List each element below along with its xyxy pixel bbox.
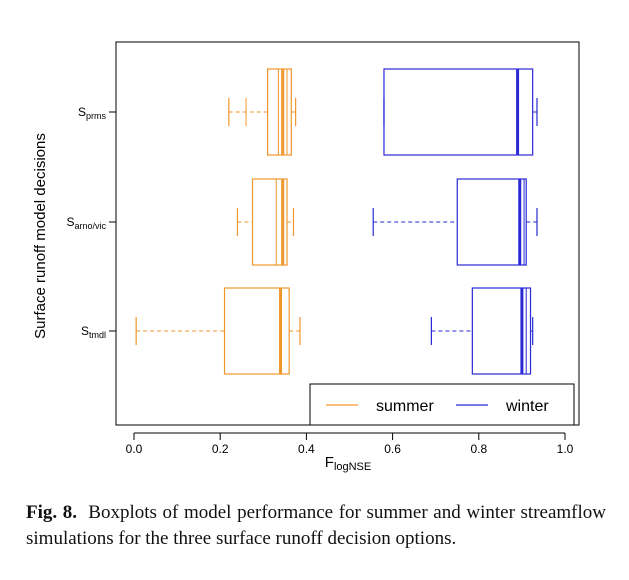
summer-box-3 [135, 287, 301, 375]
winter-box-2 [372, 178, 538, 266]
summer-iqr-box [223, 287, 290, 375]
y-tick-label: Sarno/vic [66, 215, 106, 231]
y-axis-label: Surface runoff model decisions [32, 133, 49, 339]
summer-legend-label: summer [376, 398, 434, 415]
x-tick-label: 0.6 [384, 442, 401, 456]
legend: summer winter [309, 383, 575, 426]
caption-text: Boxplots of model performance for summer… [26, 502, 606, 549]
boxplot-chart: 0.0 0.2 0.4 0.6 0.8 1.0 Sprms Sarno/vic Stmdl su… [32, 41, 580, 473]
x-tick-label: 0.2 [212, 442, 229, 456]
x-tick-label: 0.8 [470, 442, 487, 456]
x-tick-label: 0.4 [298, 442, 315, 456]
winter-iqr-box [383, 68, 534, 156]
plot-frame [115, 41, 580, 426]
x-tick-label: 1.0 [557, 442, 574, 456]
summer-iqr-box [251, 178, 288, 266]
summer-box-1 [228, 68, 297, 156]
y-tick-label: Sprms [78, 105, 107, 121]
summer-box-2 [236, 178, 295, 266]
boxes-layer [135, 68, 538, 375]
winter-iqr-box [456, 178, 527, 266]
caption-label: Fig. 8. [26, 502, 78, 523]
x-axis-label: FlogNSE [325, 454, 371, 473]
y-tick-label: Stmdl [81, 324, 106, 340]
winter-box-3 [430, 287, 534, 375]
x-tick-label: 0.0 [126, 442, 143, 456]
figure-caption: Fig. 8. Boxplots of model performance fo… [26, 500, 606, 552]
axis-layer: 0.0 0.2 0.4 0.6 0.8 1.0 Sprms Sarno/vic Stmdl [66, 105, 573, 456]
winter-box-1 [383, 68, 538, 156]
winter-legend-label: winter [505, 398, 549, 415]
summer-iqr-box [267, 68, 292, 156]
winter-iqr-box [471, 287, 532, 375]
